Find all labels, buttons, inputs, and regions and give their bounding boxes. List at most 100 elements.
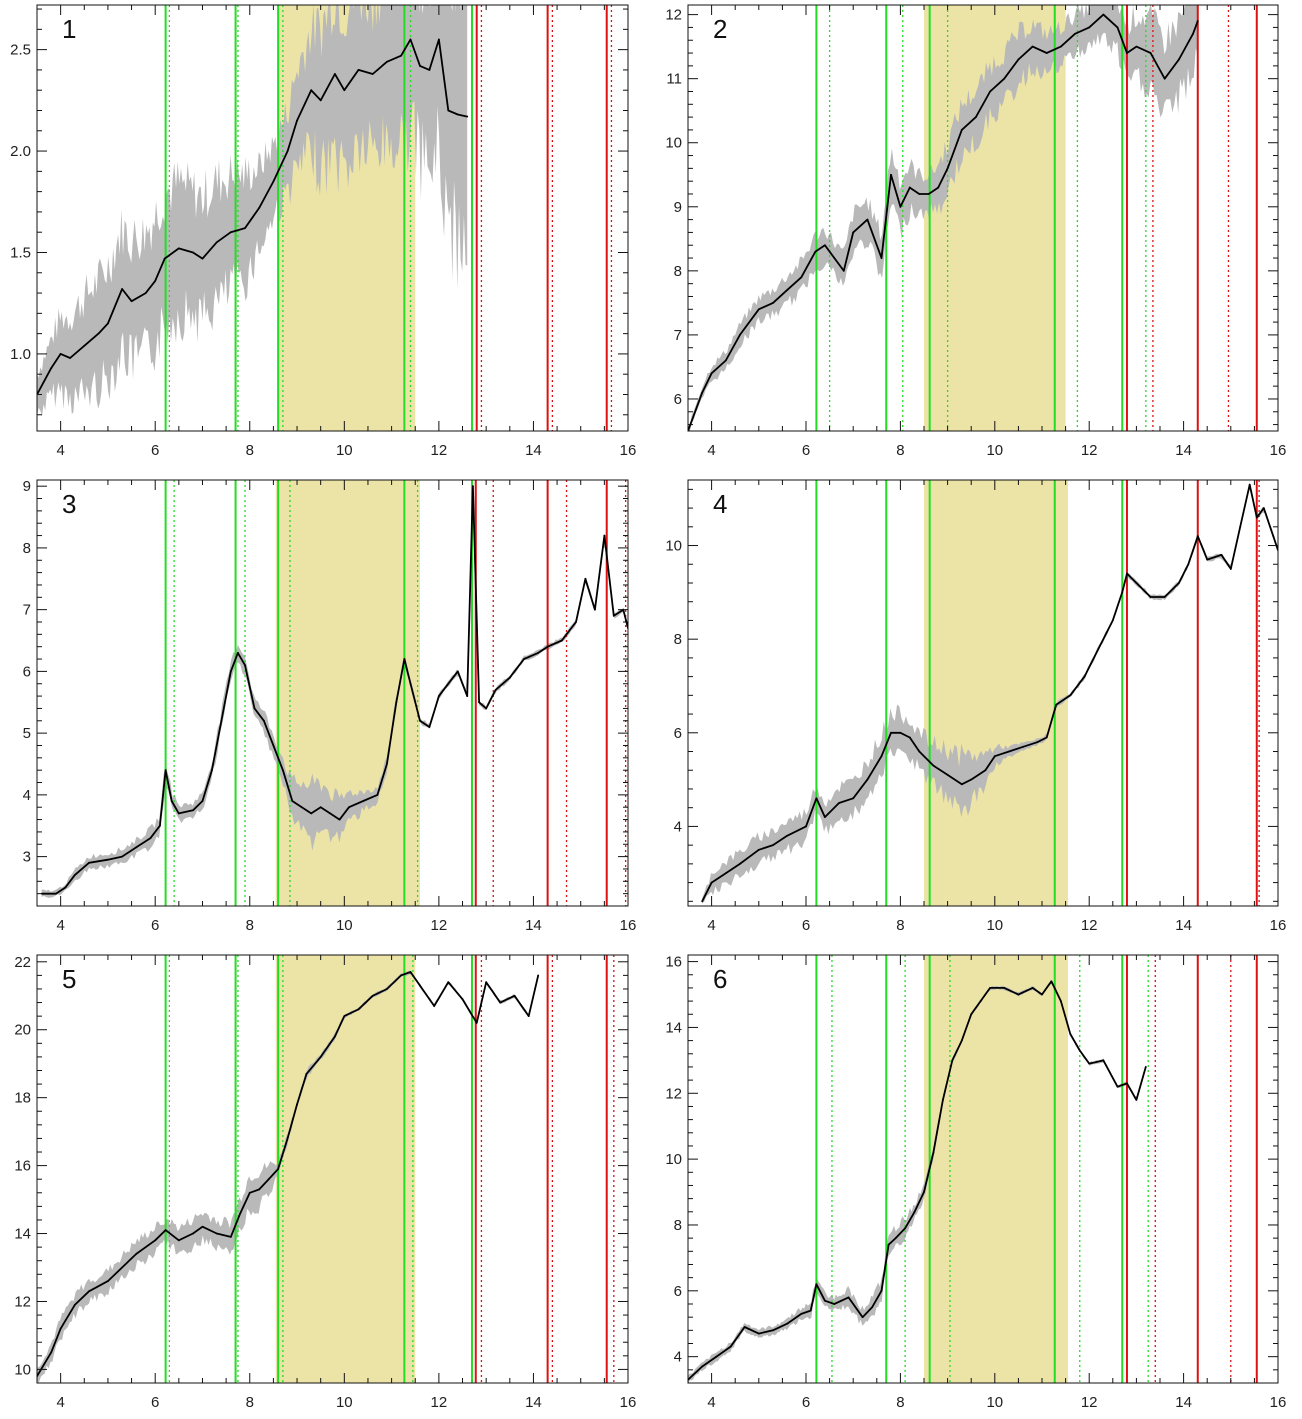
data-point: [333, 73, 336, 75]
plot-area: [701, 480, 1278, 906]
data-point: [739, 334, 741, 336]
data-point: [1262, 507, 1265, 509]
data-point: [163, 257, 166, 260]
data-point: [1069, 694, 1072, 697]
y-tick-label: 8: [23, 540, 31, 557]
data-point: [508, 676, 511, 679]
y-tick-label: 6: [23, 663, 31, 680]
data-point: [951, 1059, 954, 1062]
y-tick-label: 2.0: [10, 143, 31, 160]
y-tick-label: 16: [665, 954, 682, 971]
x-tick-label: 6: [151, 442, 159, 459]
data-point: [1163, 596, 1166, 598]
data-point: [50, 367, 53, 370]
data-point: [371, 994, 374, 997]
x-tick-label: 14: [1175, 917, 1192, 934]
plot-area: [40, 480, 628, 906]
uncertainty-band: [41, 501, 628, 898]
data-point: [220, 719, 223, 722]
data-point: [1187, 563, 1190, 566]
plot-frame: [687, 954, 1279, 1384]
y-tick-label: 6: [674, 1283, 682, 1300]
data-point: [485, 981, 488, 984]
data-point: [135, 846, 138, 849]
data-point: [1097, 647, 1100, 650]
plot-area: [688, 5, 1258, 431]
x-tick-label: 12: [431, 917, 448, 934]
y-tick-label: 1.0: [10, 346, 31, 363]
data-point: [215, 241, 218, 244]
data-point: [923, 1191, 925, 1193]
data-point: [887, 1243, 890, 1246]
data-point: [286, 150, 289, 152]
x-tick-label: 14: [1175, 1394, 1192, 1411]
x-tick-label: 14: [1175, 442, 1192, 459]
data-point: [852, 797, 855, 800]
data-point: [880, 755, 883, 758]
data-point: [979, 1000, 982, 1002]
x-tick-label: 14: [525, 1394, 542, 1411]
y-tick-label: 7: [23, 602, 31, 619]
uncertainty-band: [688, 980, 1146, 1383]
plot-area: [37, 5, 613, 431]
data-point: [880, 257, 883, 259]
data-point: [229, 231, 232, 234]
data-point: [786, 834, 789, 837]
data-point: [1003, 987, 1006, 989]
data-point: [932, 1151, 935, 1154]
data-point: [310, 812, 313, 815]
data-point: [357, 1008, 360, 1011]
series-line: [688, 980, 1147, 1381]
data-point: [130, 300, 133, 303]
y-tick-label: 3: [23, 849, 31, 866]
y-tick-label: 14: [665, 1019, 682, 1036]
panel-number: 6: [713, 964, 727, 994]
data-point: [890, 173, 892, 176]
data-point: [1050, 980, 1053, 983]
y-tick-label: 8: [674, 631, 682, 648]
data-point: [1041, 993, 1043, 996]
data-point: [1088, 1062, 1091, 1065]
data-point: [1149, 52, 1152, 54]
x-tick-label: 8: [896, 442, 904, 459]
series-line: [701, 483, 1278, 902]
data-point: [385, 763, 388, 765]
data-point: [244, 227, 246, 230]
data-point: [594, 608, 596, 611]
data-point: [73, 1303, 76, 1306]
x-tick-label: 4: [56, 1394, 64, 1411]
data-point: [177, 1239, 180, 1242]
y-tick-label: 10: [665, 538, 682, 555]
data-point: [989, 987, 991, 989]
data-point: [757, 848, 760, 851]
data-point: [237, 651, 239, 654]
data-point: [1163, 77, 1166, 80]
data-point: [1069, 1033, 1072, 1035]
data-point: [815, 797, 818, 800]
data-point: [984, 769, 987, 772]
x-tick-label: 10: [336, 917, 353, 934]
data-point: [739, 862, 741, 865]
data-point: [993, 755, 996, 758]
y-tick-label: 16: [14, 1158, 31, 1175]
data-point: [263, 719, 265, 722]
data-point: [560, 639, 563, 642]
data-point: [809, 1309, 812, 1312]
data-point: [135, 1253, 138, 1255]
x-tick-label: 6: [151, 1394, 159, 1411]
data-point: [1126, 572, 1128, 575]
data-point: [478, 701, 480, 704]
data-point: [428, 69, 431, 71]
panel-2: 4 6 8 10 12 14 16 6 7 8 9 10 11 12 2: [665, 4, 1286, 459]
x-tick-label: 12: [431, 442, 448, 459]
data-point: [757, 1332, 760, 1335]
data-point: [447, 981, 450, 984]
data-point: [946, 774, 949, 776]
y-tick-label: 22: [14, 954, 31, 971]
data-point: [1045, 52, 1048, 54]
shaded-region: [924, 955, 1068, 1383]
data-point: [456, 113, 459, 116]
data-point: [229, 1236, 232, 1238]
y-tick-label: 8: [674, 263, 682, 280]
data-point: [494, 689, 497, 691]
